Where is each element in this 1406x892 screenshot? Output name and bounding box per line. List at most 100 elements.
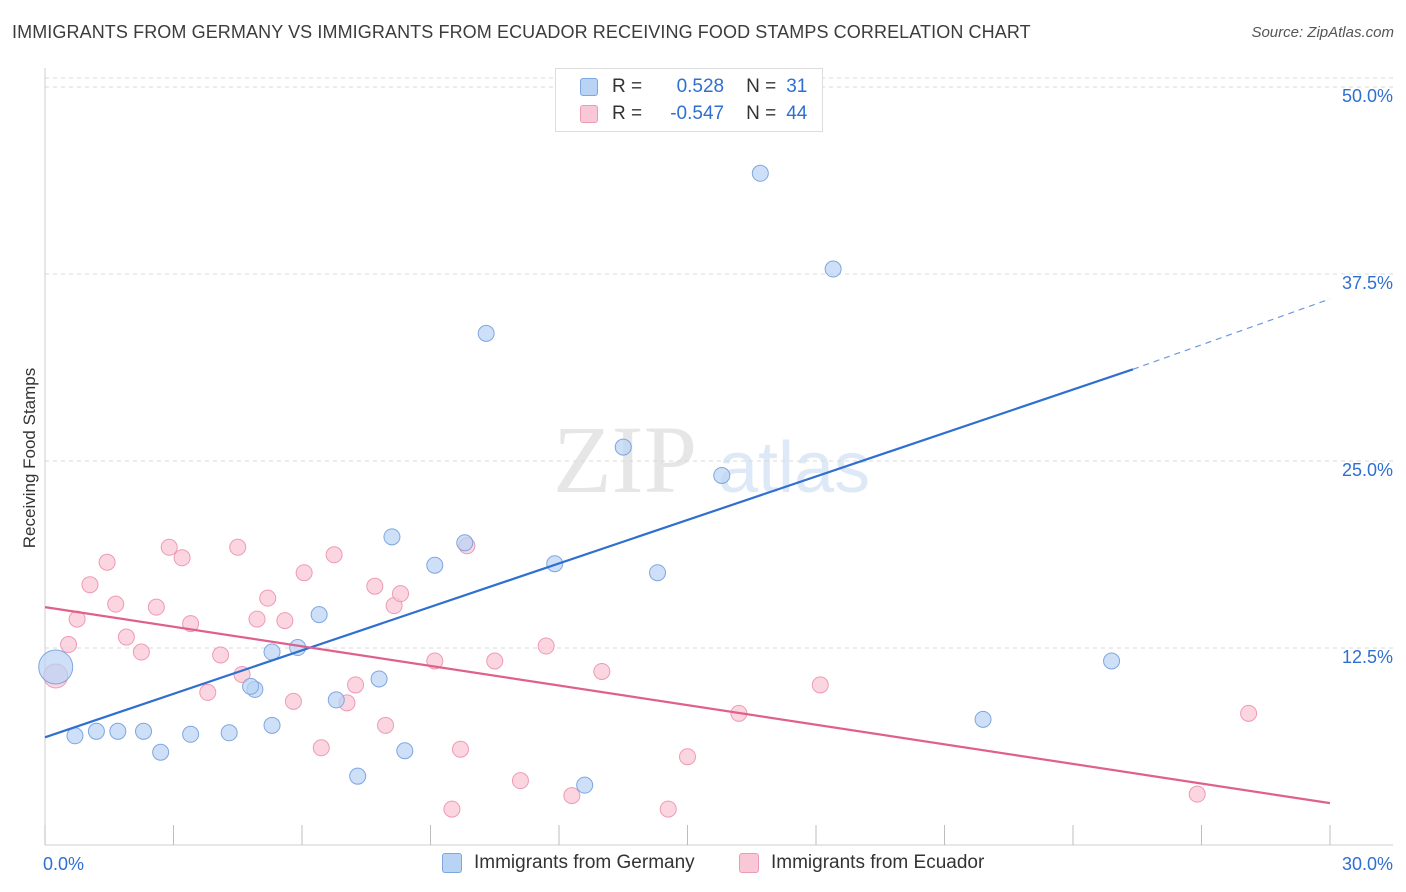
ecuador-swatch	[739, 853, 759, 873]
ecuador-point	[107, 595, 125, 613]
ecuador-point	[312, 739, 330, 757]
r-label: R =	[612, 103, 643, 124]
ecuador-point	[451, 740, 469, 758]
ecuador-point	[259, 589, 277, 607]
watermark: ZIP atlas	[553, 406, 870, 513]
germany-point	[824, 260, 842, 278]
n-label: N =	[746, 76, 777, 97]
ecuador-point	[377, 716, 395, 734]
ecuador-point	[284, 692, 302, 710]
germany-point	[456, 534, 474, 552]
ecuador-point	[325, 546, 343, 564]
ecuador-point	[366, 577, 384, 595]
ecuador-point	[132, 643, 150, 661]
ecuador-point	[347, 676, 365, 694]
ecuador-point	[60, 636, 78, 654]
legend-item-germany[interactable]: Immigrants from Germany	[442, 852, 695, 874]
germany-point	[1103, 652, 1121, 670]
germany-point	[576, 776, 594, 794]
ecuador-point	[147, 598, 165, 616]
ecuador-point	[173, 549, 191, 567]
legend-row-germany: R = 0.528 N = 31	[580, 74, 807, 100]
source-label: Source: ZipAtlas.com	[1251, 24, 1394, 41]
ecuador-point	[593, 662, 611, 680]
tick-labels: 12.5% 25.0% 37.5% 50.0% 0.0% 30.0%	[43, 86, 1393, 874]
germany-point	[327, 691, 345, 709]
germany-series	[38, 164, 1121, 794]
germany-swatch	[442, 853, 462, 873]
germany-point	[649, 564, 667, 582]
grid	[45, 77, 1393, 649]
y-tick-label: 12.5%	[1342, 647, 1393, 667]
y-tick-label: 25.0%	[1342, 460, 1393, 480]
r-value-germany: 0.528	[676, 76, 725, 97]
germany-point	[370, 670, 388, 688]
germany-point	[242, 677, 260, 695]
ecuador-series	[43, 537, 1258, 818]
germany-point	[426, 556, 444, 574]
germany-point	[263, 716, 281, 734]
x-tick-label: 0.0%	[43, 854, 84, 874]
germany-point	[751, 164, 769, 182]
ecuador-point	[659, 800, 677, 818]
ecuador-point	[511, 772, 529, 790]
ecuador-point	[160, 538, 178, 556]
ecuador-point	[811, 676, 829, 694]
germany-point	[87, 722, 105, 740]
germany-point	[614, 438, 632, 456]
germany-point	[182, 725, 200, 743]
ecuador-point	[81, 576, 99, 594]
germany-trend-line	[44, 368, 1134, 739]
germany-point	[477, 324, 495, 342]
axes	[44, 68, 1393, 846]
germany-point	[383, 528, 401, 546]
ecuador-point	[276, 612, 294, 630]
germany-point	[974, 710, 992, 728]
correlation-legend: R = 0.528 N = 31 R = -0.547 N = 44	[555, 68, 823, 132]
ecuador-point	[98, 553, 116, 571]
chart-title: IMMIGRANTS FROM GERMANY VS IMMIGRANTS FR…	[12, 22, 1031, 42]
germany-point	[713, 466, 731, 484]
x-tick-label: 30.0%	[1342, 854, 1393, 874]
r-label: R =	[612, 76, 643, 97]
ecuador-swatch	[580, 105, 598, 123]
ecuador-point	[229, 538, 247, 556]
germany-trend-extension	[1132, 298, 1331, 370]
ecuador-point	[182, 615, 200, 633]
germany-point	[38, 649, 74, 685]
ecuador-point	[486, 652, 504, 670]
legend-item-ecuador[interactable]: Immigrants from Ecuador	[739, 852, 984, 874]
ecuador-point	[1188, 785, 1206, 803]
n-value-ecuador: 44	[786, 103, 808, 124]
legend-row-ecuador: R = -0.547 N = 44	[580, 101, 807, 127]
y-tick-label: 37.5%	[1342, 273, 1393, 293]
watermark-atlas: atlas	[718, 428, 870, 508]
legend-label-germany: Immigrants from Germany	[474, 852, 695, 873]
germany-point	[135, 722, 153, 740]
trend-lines	[44, 298, 1331, 805]
n-label: N =	[746, 103, 777, 124]
ecuador-point	[1240, 704, 1258, 722]
ecuador-point	[295, 564, 313, 582]
ecuador-point	[392, 585, 410, 603]
germany-point	[396, 742, 414, 760]
ecuador-point	[248, 610, 266, 628]
germany-point	[152, 743, 170, 761]
ecuador-point	[563, 787, 581, 805]
ecuador-point	[443, 800, 461, 818]
ecuador-point	[117, 628, 135, 646]
watermark-zip: ZIP	[553, 406, 697, 513]
ecuador-trend-line	[44, 606, 1331, 805]
y-tick-label: 50.0%	[1342, 86, 1393, 106]
germany-swatch	[580, 78, 598, 96]
germany-point	[220, 724, 238, 742]
germany-point	[310, 606, 328, 624]
ecuador-point	[212, 646, 230, 664]
ecuador-point	[537, 637, 555, 655]
ecuador-point	[199, 683, 217, 701]
legend-label-ecuador: Immigrants from Ecuador	[771, 852, 985, 873]
germany-point	[349, 767, 367, 785]
germany-point	[109, 722, 127, 740]
n-value-germany: 31	[786, 76, 808, 97]
